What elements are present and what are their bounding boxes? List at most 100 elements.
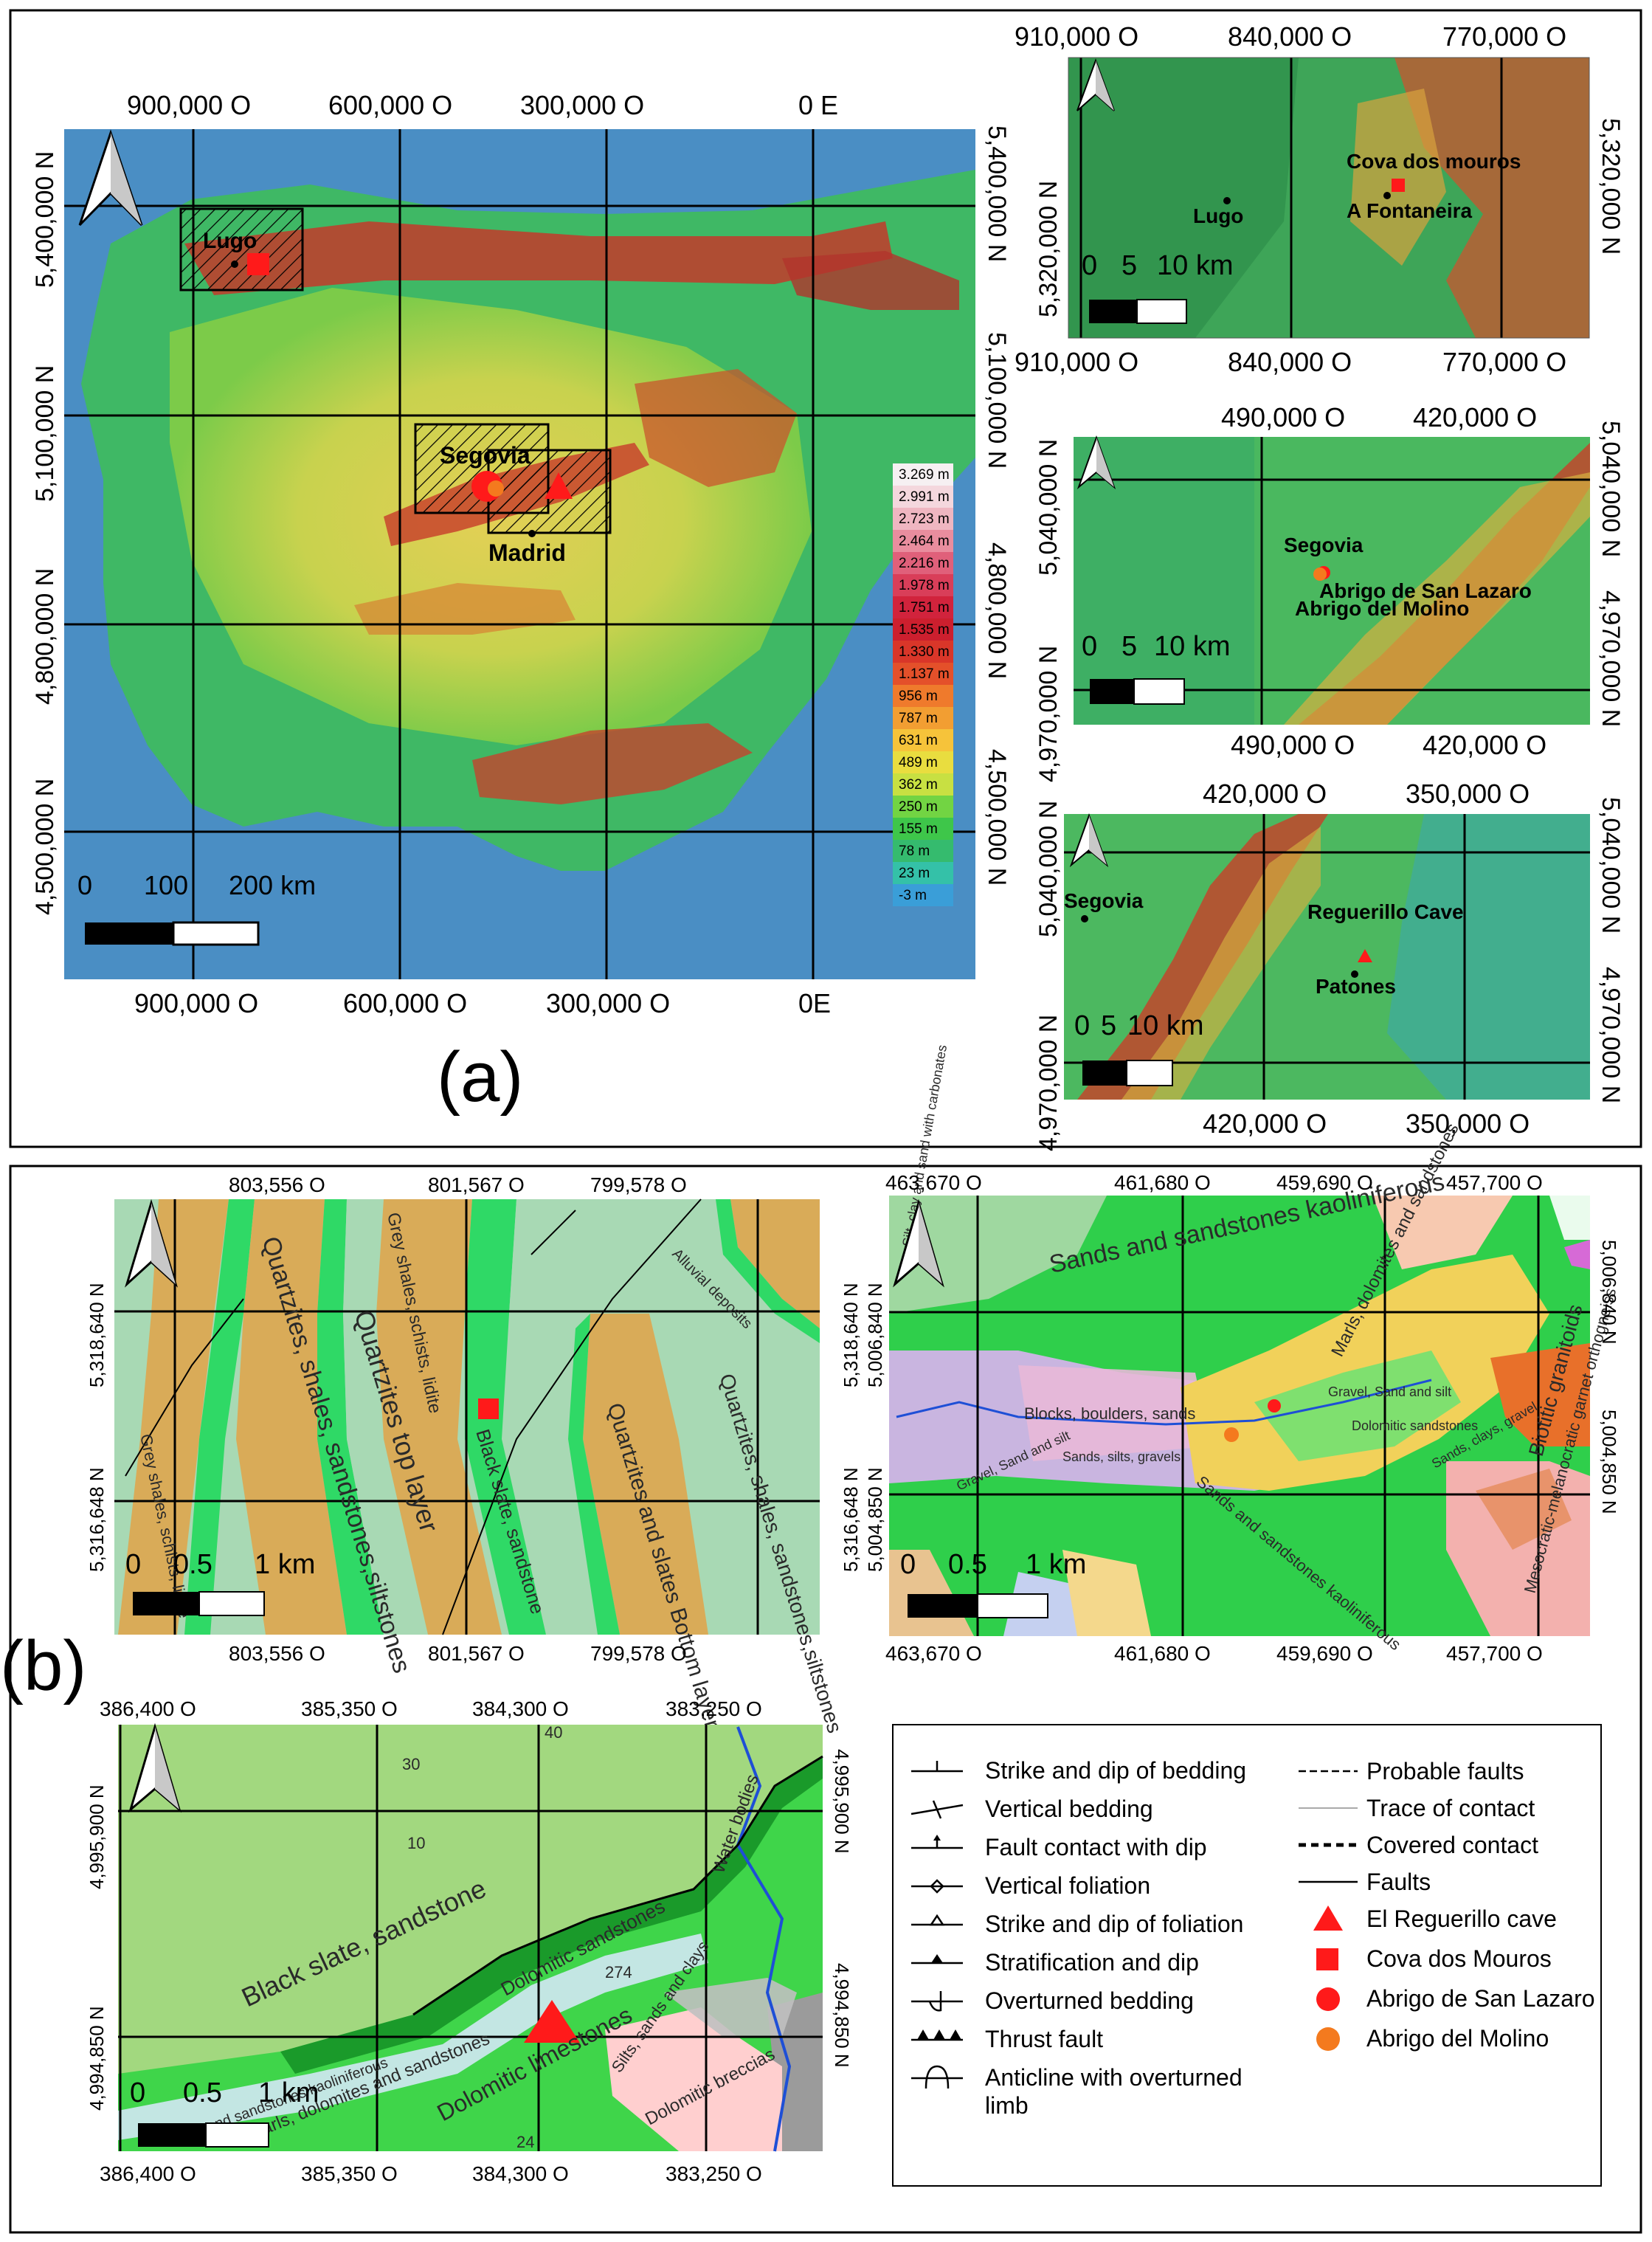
segovia-inset-tick-right-0: 5,040,000 N [1597, 421, 1625, 557]
elevation-swatch [893, 773, 953, 796]
lugo-inset-tick-bottom-2: 770,000 O [1442, 347, 1566, 377]
elevation-label: 2.723 m [899, 511, 950, 527]
geo-patones-tick-bottom-0: 386,400 O [100, 2162, 196, 2185]
elevation-label: 1.751 m [899, 600, 950, 615]
geo-segovia-tick-bottom-1: 461,680 O [1114, 1642, 1211, 1665]
segovia-inset-scale-1: 5 [1122, 631, 1137, 662]
elevation-label: 2.464 m [899, 534, 950, 549]
anticline-overturned-icon [911, 2065, 963, 2089]
lugo-inset-tick-bottom-1: 840,000 O [1228, 347, 1352, 377]
legend-label: Strike and dip of foliation [985, 1911, 1243, 1937]
iberia-tick-top-0: 900,000 O [127, 90, 251, 120]
elevation-legend: 3.269 m 2.991 m 2.723 m 2.464 m 2.216 m 1.978… [893, 463, 953, 906]
elevation-label: 787 m [899, 711, 938, 726]
lugo-inset-scale-1: 5 [1122, 250, 1137, 281]
geo-lugo-tick-top-2: 799,578 O [590, 1173, 687, 1196]
segovia-inset-scale-bar: 0 5 10 km [1082, 631, 1230, 705]
geo-patones-tick-bottom-1: 385,350 O [301, 2162, 398, 2185]
patones-inset-scale-bar: 0 5 10 km [1074, 1010, 1203, 1086]
geo-patones-tick-right-0: 4,995,900 N [831, 1749, 853, 1854]
iberia-place-madrid: Madrid [488, 539, 566, 566]
iberia-tick-bottom-3: 0E [798, 988, 831, 1018]
strike-dip-foliation-icon [911, 1914, 963, 1926]
lugo-inset-tick-bottom-0: 910,000 O [1015, 347, 1138, 377]
geo-patones-tick-bottom-3: 383,250 O [666, 2162, 762, 2185]
iberia-place-segovia: Segovia [440, 442, 530, 469]
legend-label: Stratification and dip [985, 1949, 1199, 1976]
geo-patones-scale-1: 0.5 [183, 2077, 222, 2108]
elevation-label: 78 m [899, 844, 930, 859]
geo-lugo-tick-top-1: 801,567 O [428, 1173, 525, 1196]
elevation-label: 489 m [899, 755, 938, 770]
iberia-scale-label-2: 200 km [229, 870, 316, 900]
legend-label: Abrigo del Molino [1366, 2025, 1549, 2052]
panel-label-a: (a) [437, 1038, 523, 1117]
geo-patones-number-1: 10 [407, 1834, 425, 1852]
legend-right-column: Probable faults Trace of contact Covered c… [1299, 1758, 1595, 2052]
elevation-swatch [893, 552, 953, 574]
elevation-swatch [893, 508, 953, 530]
overturned-bedding-icon [911, 1991, 963, 2012]
lugo-inset-tick-left-0: 5,320,000 N [1034, 181, 1062, 317]
geo-lugo-site-cova-dos-mouros [478, 1398, 499, 1419]
elevation-swatch [893, 530, 953, 552]
elevation-swatch [893, 707, 953, 729]
geo-lugo-scale-2: 1 km [255, 1549, 315, 1580]
map-geo-segovia: Sands and sandstones kaoliniferous Block… [840, 1044, 1620, 1665]
geo-patones-scale-0: 0 [130, 2077, 145, 2108]
patones-inset-dot-segovia [1081, 915, 1088, 922]
iberia-iberian-system [635, 369, 797, 487]
elevation-swatch [893, 862, 953, 884]
iberia-tick-top-3: 0 E [798, 90, 838, 120]
elevation-label: 362 m [899, 777, 938, 793]
elevation-swatch [893, 796, 953, 818]
stratification-dip-icon [911, 1954, 963, 1965]
segovia-inset-tick-right-1: 4,970,000 N [1597, 590, 1625, 727]
legend-label: Anticline with overturned [985, 2064, 1243, 2091]
geo-segovia-site-san-lazaro [1268, 1399, 1281, 1413]
patones-inset-scale-2: 10 km [1127, 1010, 1203, 1041]
lugo-inset-place-fontaneira: A Fontaneira [1347, 199, 1473, 222]
lugo-inset-dot-fontaneira [1383, 192, 1391, 199]
geo-segovia-scale-1: 0.5 [948, 1549, 987, 1580]
strike-dip-bedding-icon [911, 1761, 963, 1773]
lugo-inset-scale-0: 0 [1082, 250, 1097, 281]
iberia-tick-left-2: 4,800,000 N [31, 568, 59, 705]
patones-inset-place-patones: Patones [1316, 975, 1396, 998]
map-segovia-inset: Segovia Abrigo de San Lazaro Abrigo del … [1034, 402, 1625, 782]
geo-lugo-scale-0: 0 [125, 1549, 141, 1580]
lugo-inset-tick-top-2: 770,000 O [1442, 21, 1566, 52]
geo-patones-tick-top-1: 385,350 O [301, 1697, 398, 1720]
elevation-label: 155 m [899, 821, 938, 837]
elevation-label: 1.330 m [899, 644, 950, 660]
legend-label: El Reguerillo cave [1366, 1905, 1557, 1932]
elevation-label: -3 m [899, 888, 927, 903]
map-lugo-inset: Lugo Cova dos mouros A Fontaneira 0 5 10… [1015, 21, 1625, 377]
geo-segovia-site-molino [1224, 1427, 1239, 1442]
legend-label: Vertical foliation [985, 1872, 1150, 1899]
geo-segovia-tick-top-2: 459,690 O [1276, 1171, 1373, 1194]
iberia-place-lugo: Lugo [203, 229, 257, 253]
geo-lugo-tick-bottom-2: 799,578 O [590, 1642, 687, 1665]
segovia-inset-tick-bottom-1: 420,000 O [1423, 730, 1546, 760]
lugo-inset-site-cova-dos-mouros [1392, 179, 1405, 192]
elevation-label: 2.991 m [899, 489, 950, 505]
circle-icon [1316, 2027, 1340, 2051]
elevation-label: 1.978 m [899, 578, 950, 593]
geo-segovia-scale-bar: 0 0.5 1 km [900, 1549, 1086, 1618]
geo-patones-number-2: 40 [545, 1723, 562, 1742]
geo-patones-tick-left-0: 4,995,900 N [86, 1784, 108, 1889]
legend-label: Thrust fault [985, 2026, 1103, 2052]
iberia-tick-right-3: 4,500,000 N [983, 749, 1011, 886]
segovia-inset-site-molino [1313, 568, 1327, 581]
geo-patones-tick-right-1: 4,994,850 N [831, 1963, 853, 2068]
geo-segovia-tick-left-inner-0: 5,006,840 N [864, 1283, 886, 1387]
iberia-scale-bar: 0 100 200 km [77, 870, 316, 946]
north-arrow-icon [1069, 813, 1109, 868]
geo-segovia-tick-top-1: 461,680 O [1114, 1171, 1211, 1194]
geo-patones-number-3: 274 [605, 1963, 632, 1981]
geo-lugo-tick-left-1: 5,316,648 N [86, 1467, 108, 1572]
patones-inset-tick-bottom-1: 350,000 O [1406, 1108, 1530, 1139]
elevation-swatch [893, 840, 953, 862]
north-arrow-icon [1076, 435, 1116, 490]
